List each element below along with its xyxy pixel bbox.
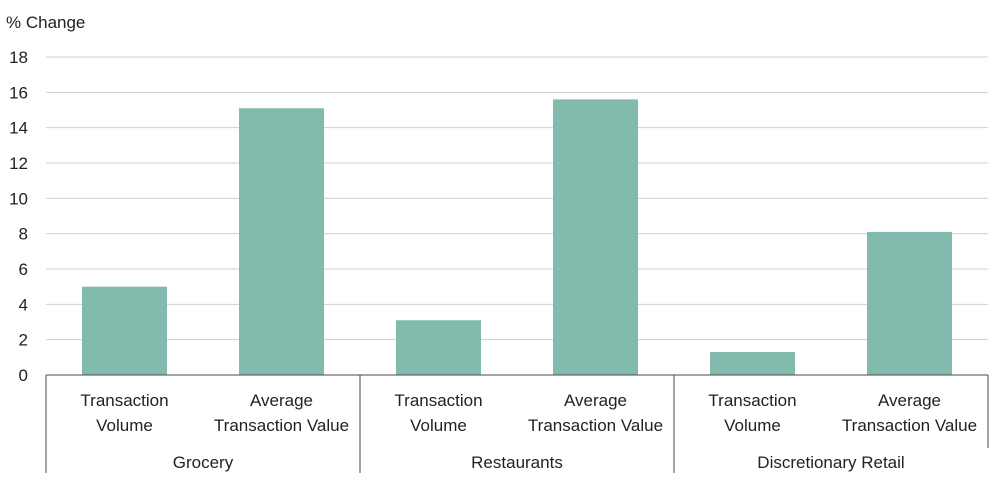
x-tick-label: Volume: [724, 416, 781, 435]
y-tick-label: 14: [9, 119, 28, 138]
bar: [82, 286, 167, 375]
group-label: Grocery: [173, 453, 234, 472]
x-tick-label: Transaction Value: [842, 416, 977, 435]
gridlines: [46, 56, 988, 341]
bar: [867, 231, 952, 375]
y-tick-label: 12: [9, 154, 28, 173]
bar: [239, 108, 324, 375]
x-tick-label: Average: [250, 391, 313, 410]
bar: [396, 320, 481, 375]
y-tick-label: 10: [9, 189, 28, 208]
x-tick-label: Transaction Value: [214, 416, 349, 435]
bars: [82, 99, 952, 376]
x-tick-label: Volume: [410, 416, 467, 435]
bar: [710, 352, 795, 375]
y-axis-label: % Change: [6, 13, 85, 32]
x-axis: Transaction Volume Average Transaction Valu…: [45, 374, 989, 473]
x-tick-label: Transaction: [80, 391, 168, 410]
y-tick-label: 0: [19, 366, 28, 385]
x-tick-label: Average: [878, 391, 941, 410]
x-tick-label: Average: [564, 391, 627, 410]
x-tick-label: Transaction: [394, 391, 482, 410]
group-label: Restaurants: [471, 453, 563, 472]
x-tick-label: Volume: [96, 416, 153, 435]
y-tick-label: 18: [9, 48, 28, 67]
group-label: Discretionary Retail: [757, 453, 904, 472]
y-tick-label: 6: [19, 260, 28, 279]
y-tick-label: 2: [19, 331, 28, 350]
bar: [553, 99, 638, 376]
y-tick-label: 8: [19, 225, 28, 244]
y-tick-label: 16: [9, 83, 28, 102]
x-tick-label: Transaction: [708, 391, 796, 410]
x-tick-label: Transaction Value: [528, 416, 663, 435]
y-tick-label: 4: [19, 295, 28, 314]
y-axis-ticks: 0 2 4 6 8 10 12 14 16 18: [9, 48, 28, 385]
